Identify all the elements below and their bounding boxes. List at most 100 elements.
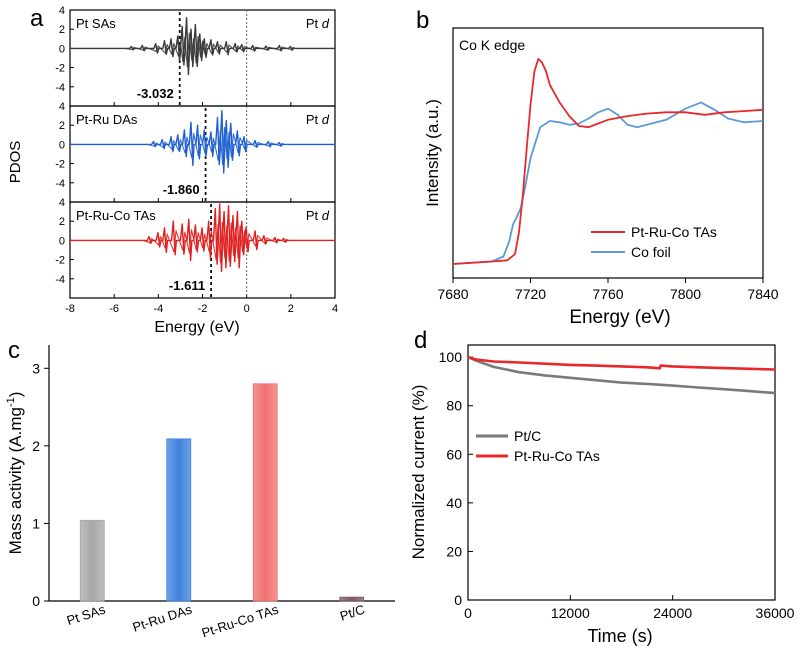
pdos-ytick-label-pt-ru-das: 2	[59, 120, 65, 132]
pdos-ytick-label-pt-ru-das: 4	[59, 101, 65, 113]
panel-d-stability: Normalized current (%) Time (s) 0 12000 24…	[409, 344, 795, 646]
pdos-ytick-label-pt-sas: -4	[55, 82, 65, 94]
panel-a-xlabel: Energy (eV)	[154, 319, 239, 336]
panel-letter-c: c	[8, 337, 20, 364]
panel-a-ylabel: PDOS	[7, 141, 24, 184]
mass-activity-ytick-label: 3	[32, 360, 40, 376]
panel-d-xlabel: Time (s)	[587, 626, 652, 646]
panel-b-legend: Pt-Ru-Co TAs Co foil	[591, 224, 717, 260]
pdos-ytick-label-pt-ru-co-tas: -4	[55, 274, 65, 286]
stability-ytick-label: 20	[446, 543, 462, 559]
bar-pt-c	[339, 596, 365, 602]
pdos-ytick-label-pt-sas: 2	[59, 24, 65, 36]
pdos-xtick-label: -4	[153, 303, 163, 315]
xanes-xtick-label: 7720	[515, 286, 546, 302]
stability-series-pt-ru-co-tas	[467, 355, 776, 371]
bar-pt-ru-co-tas	[252, 383, 278, 602]
panel-b-ylabel: Intensity (a.u.)	[423, 99, 442, 207]
panel-a-pdos: PDOS Energy (eV) 4 2 0 -2 -4 Pt SAs Pt d -3.032…	[7, 5, 338, 336]
pdos-xtick-label: -2	[198, 303, 208, 315]
stability-xtick-label: 24000	[653, 605, 692, 621]
orbital-element: Pt	[306, 112, 322, 127]
pdos-xtick-label: 0	[244, 303, 250, 315]
pdos-system-label-pt-ru-co-tas: Pt-Ru-Co TAs	[76, 208, 156, 223]
orbital-symbol: d	[322, 112, 330, 127]
panel-letter-a: a	[30, 5, 44, 32]
xanes-xtick-label: 7800	[670, 286, 701, 302]
pdos-ytick-label-pt-sas: 4	[59, 5, 65, 17]
d-band-center-value-pt-sas: -3.032	[137, 86, 174, 101]
pdos-xtick-label: -8	[65, 303, 75, 315]
stability-xtick-label: 0	[464, 605, 472, 621]
pdos-orbital-label-pt-ru-das: Pt d	[306, 112, 330, 127]
pdos-trace-secondary-pt-ru-co-tas	[142, 221, 289, 263]
pdos-xtick-label: 2	[288, 303, 294, 315]
panel-b-xanes: Co K edge Intensity (a.u.) Energy (eV) 7…	[423, 27, 779, 328]
bar-category-label-pt-c: Pt/C	[338, 602, 367, 624]
pdos-ytick-label-pt-ru-co-tas: 4	[59, 197, 65, 209]
panel-c-ylabel-sup: -1	[5, 397, 17, 407]
stability-ytick-label: 100	[439, 349, 463, 365]
orbital-symbol: d	[322, 208, 330, 223]
pdos-trace-pt-ru-das	[70, 110, 335, 174]
bar-category-label-pt-sas: Pt SAs	[65, 601, 108, 628]
stability-xtick-label: 36000	[756, 605, 795, 621]
d-band-center-value-pt-ru-co-tas: -1.611	[169, 278, 205, 293]
xanes-xtick-label: 7680	[437, 286, 468, 302]
stability-ytick-label: 0	[454, 592, 462, 608]
pdos-xtick-label: 4	[332, 303, 338, 315]
xanes-series-co-foil	[452, 101, 764, 265]
panel-d-frame	[467, 344, 776, 601]
pdos-ytick-label-pt-ru-das: -4	[55, 178, 65, 190]
stability-ytick-label: 40	[446, 495, 462, 511]
panel-c-ylabel-main: Mass activity (A.mg	[6, 407, 25, 554]
orbital-element: Pt	[306, 16, 322, 31]
stability-xtick-label: 12000	[551, 605, 590, 621]
xanes-series-pt-ru-co-tas	[452, 58, 764, 265]
mass-activity-ytick-label: 0	[32, 593, 40, 609]
orbital-element: Pt	[306, 208, 322, 223]
xanes-xtick-label: 7760	[592, 286, 623, 302]
pdos-ytick-label-pt-ru-co-tas: -2	[55, 255, 65, 267]
bar-pt-ru-das	[166, 438, 192, 602]
pdos-ytick-label-pt-ru-das: -2	[55, 159, 65, 171]
bar-category-label-pt-ru-das: Pt-Ru DAs	[131, 601, 195, 634]
pdos-ytick-label-pt-sas: 0	[59, 43, 65, 55]
legend-label-pt-ru-co-d: Pt-Ru-Co TAs	[514, 448, 600, 464]
pdos-system-label-pt-sas: Pt SAs	[76, 16, 116, 31]
pdos-trace-secondary-pt-ru-das	[147, 127, 285, 166]
legend-label-pt-c: Pt/C	[514, 428, 541, 444]
stability-ytick-label: 80	[446, 398, 462, 414]
pdos-xtick-label: -6	[109, 303, 119, 315]
d-band-center-value-pt-ru-das: -1.860	[163, 182, 200, 197]
pdos-ytick-label-pt-ru-co-tas: 0	[59, 235, 65, 247]
legend-label-pt-ru-co: Pt-Ru-Co TAs	[631, 224, 717, 240]
pdos-orbital-label-pt-sas: Pt d	[306, 16, 330, 31]
panel-letter-d: d	[414, 327, 427, 354]
pdos-trace-secondary-pt-sas	[125, 32, 296, 68]
panel-d-ylabel: Normalized current (%)	[409, 385, 428, 560]
stability-series-pt-c	[467, 355, 776, 395]
mass-activity-ytick-label: 1	[32, 515, 40, 531]
panel-c-mass-activity: Mass activity (A.mg-1) 0 1 2 3 Pt SAs Pt-Ru …	[5, 345, 395, 640]
xanes-xtick-label: 7840	[747, 286, 778, 302]
panel-b-frame	[452, 27, 764, 279]
panel-c-ylabel-close: )	[6, 392, 25, 398]
panel-letter-b: b	[416, 7, 429, 34]
pdos-ytick-label-pt-sas: -2	[55, 63, 65, 75]
stability-ytick-label: 60	[446, 446, 462, 462]
pdos-ytick-label-pt-ru-co-tas: 2	[59, 216, 65, 228]
pdos-system-label-pt-ru-das: Pt-Ru DAs	[76, 112, 138, 127]
panel-b-annotation: Co K edge	[459, 37, 525, 53]
legend-label-co-foil: Co foil	[631, 244, 671, 260]
bar-pt-sas	[79, 519, 105, 602]
pdos-ytick-label-pt-ru-das: 0	[59, 139, 65, 151]
mass-activity-ytick-label: 2	[32, 438, 40, 454]
panel-c-ylabel: Mass activity (A.mg-1)	[5, 392, 25, 555]
orbital-symbol: d	[322, 16, 330, 31]
pdos-orbital-label-pt-ru-co-tas: Pt d	[306, 208, 330, 223]
panel-d-legend: Pt/C Pt-Ru-Co TAs	[476, 428, 600, 464]
bar-category-label-pt-ru-co-tas: Pt-Ru-Co TAs	[200, 601, 281, 640]
panel-b-xlabel: Energy (eV)	[569, 307, 670, 328]
